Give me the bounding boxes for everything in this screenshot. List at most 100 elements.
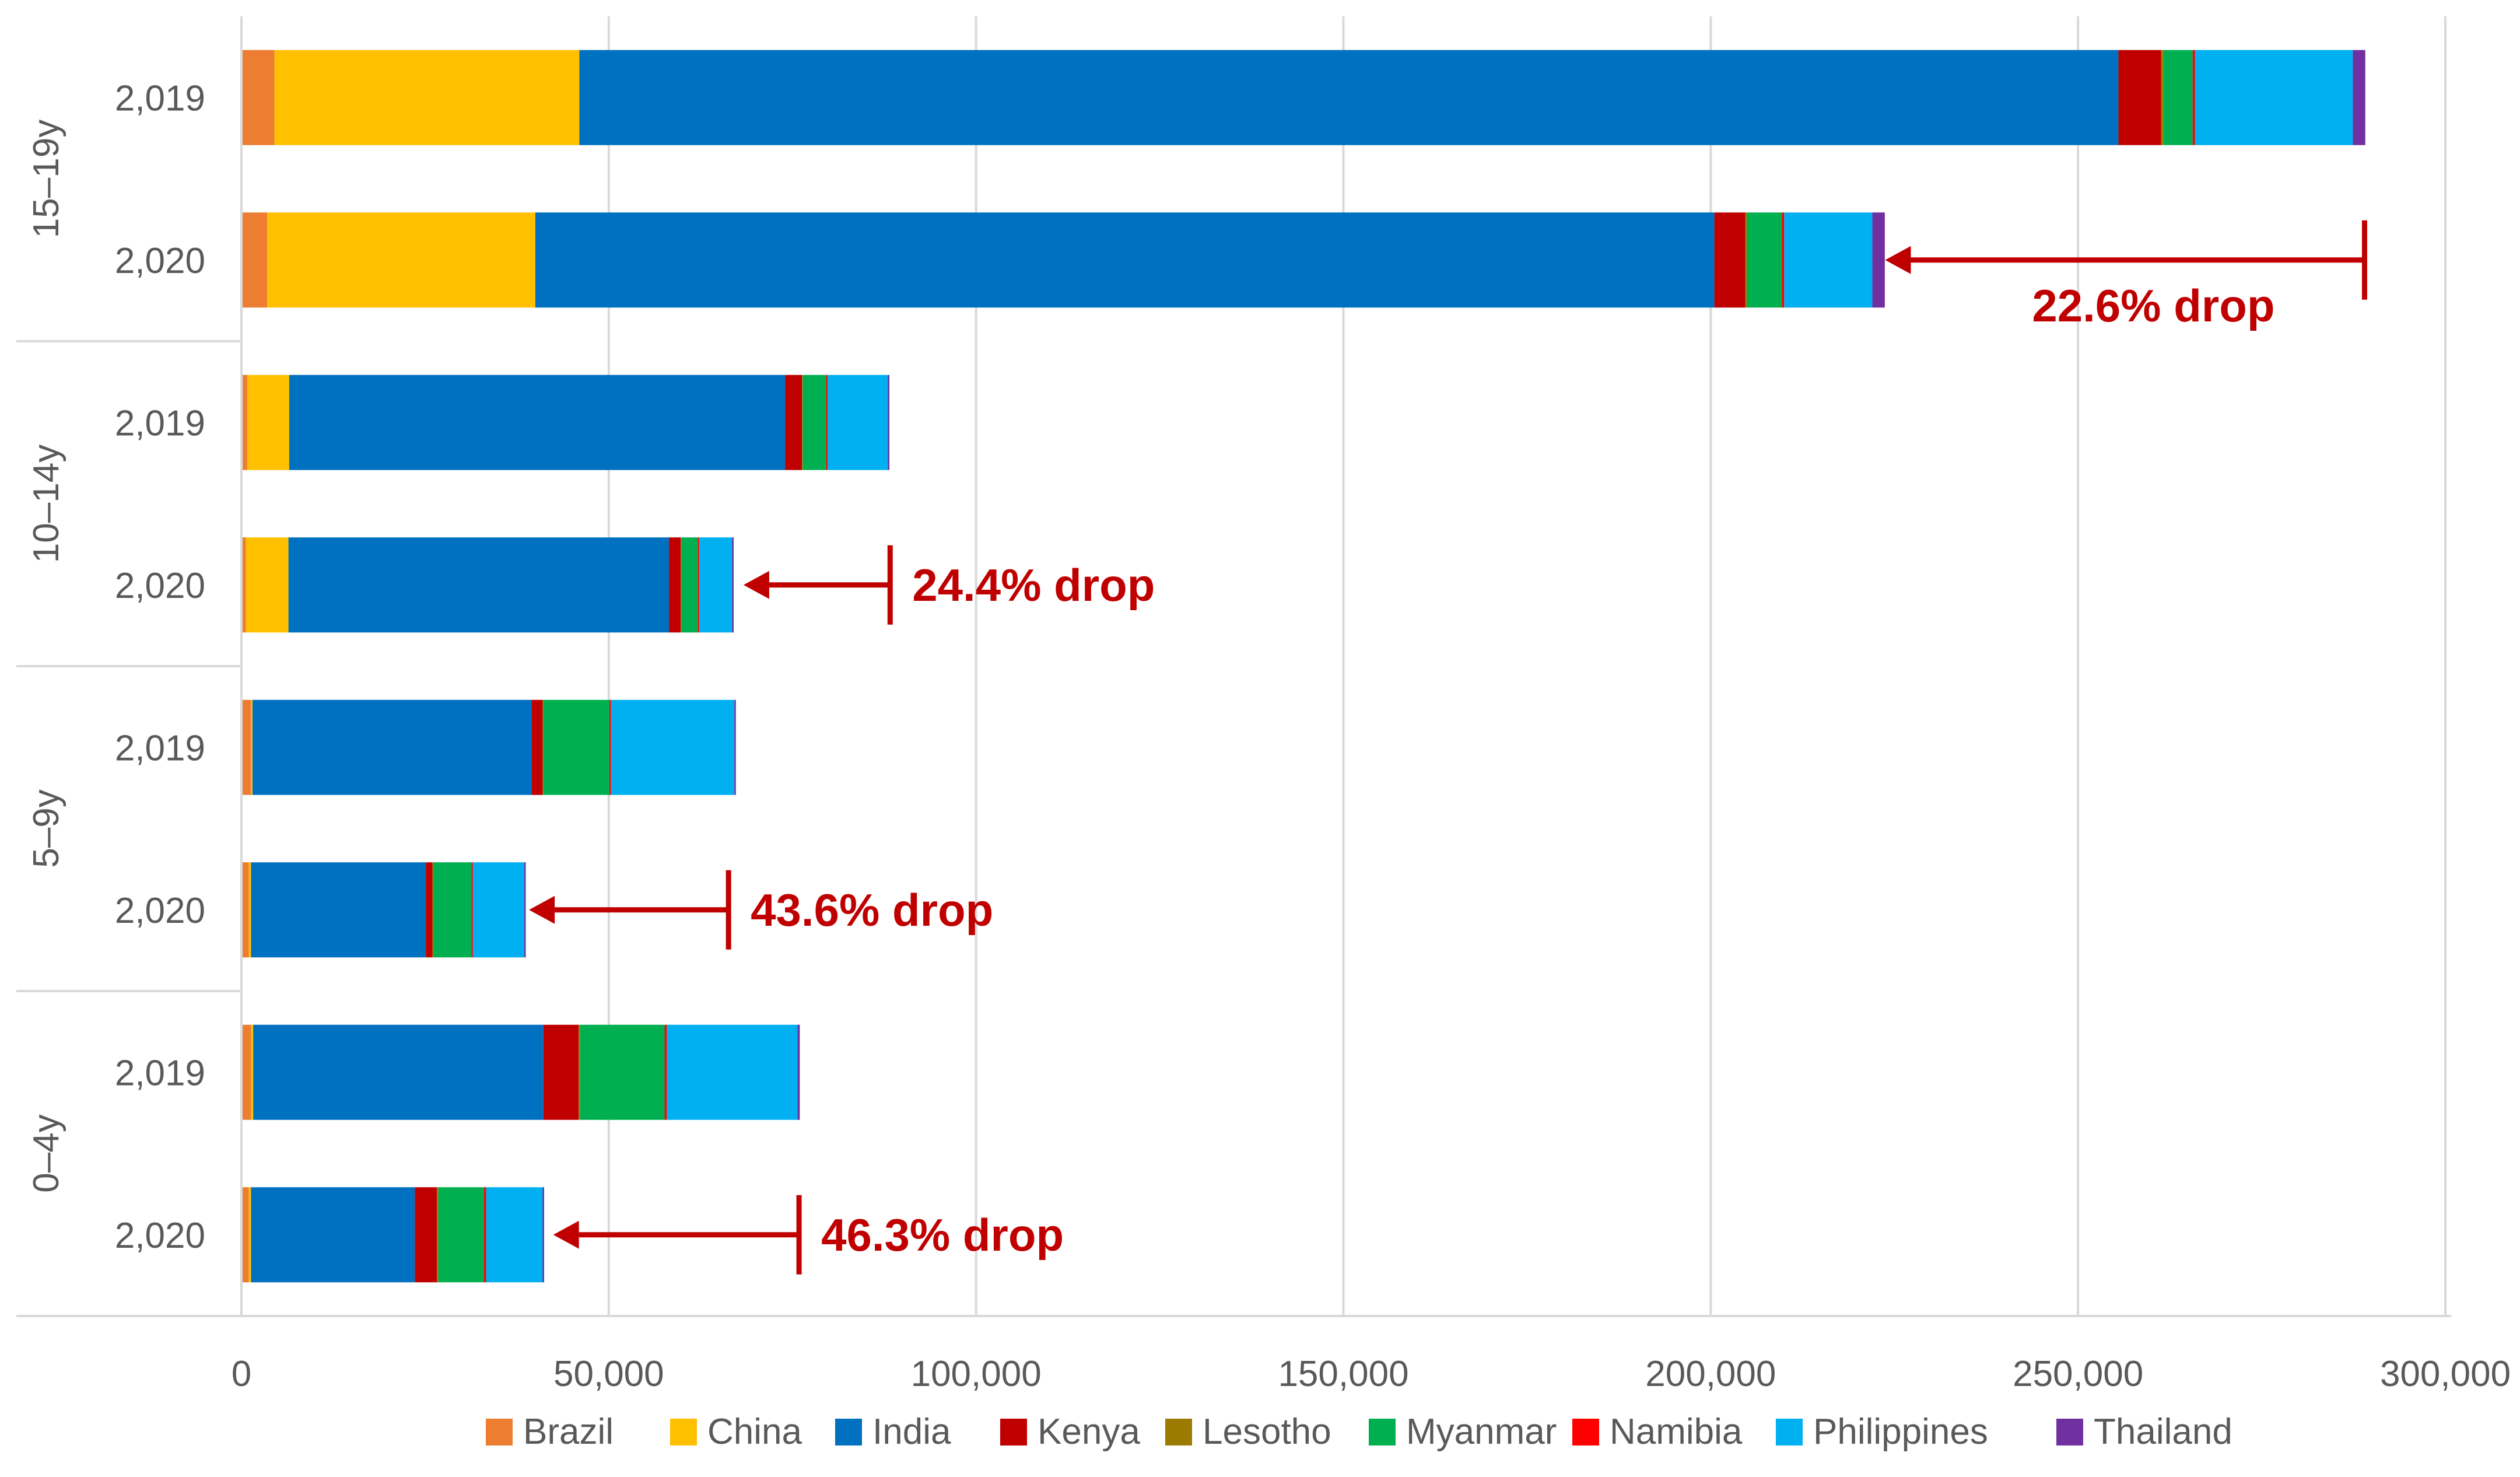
legend-swatch	[1165, 1419, 1192, 1446]
x-tick-label: 0	[232, 1354, 251, 1394]
legend-label: Brazil	[523, 1412, 614, 1452]
bar-segment-myanmar	[681, 537, 698, 633]
bar-segment-china	[246, 537, 289, 633]
axes: 0 50,000 100,000 150,000 200,000 250,000 300,0…	[16, 16, 2511, 1394]
bar-segment-china	[248, 1187, 251, 1283]
legend-item-thailand: Thailand	[2056, 1412, 2232, 1452]
annotation-arrow-head	[1885, 246, 1911, 274]
bar-segment-philippines	[828, 374, 888, 470]
bar-segment-namibia	[471, 862, 473, 958]
bar-segment-kenya	[426, 862, 433, 958]
bar-segment-india	[251, 862, 426, 958]
group-label: 0–4y	[26, 1114, 66, 1192]
bar-segment-brazil	[241, 374, 248, 470]
group-label: 5–9y	[26, 789, 66, 867]
legend-item-china: China	[670, 1412, 802, 1452]
bar-label: 2,020	[115, 241, 205, 281]
bar-label: 2,020	[115, 1216, 205, 1256]
bar-segment-kenya	[785, 374, 802, 470]
bar-segment-brazil	[241, 50, 275, 145]
bar-segment-india	[252, 699, 532, 795]
bar-segment-china	[267, 212, 535, 308]
bar-segment-kenya	[1714, 212, 1746, 308]
legend-item-india: India	[835, 1412, 951, 1452]
bar-segment-kenya	[531, 699, 543, 795]
bar-segment-namibia	[664, 1024, 667, 1120]
bar-segment-brazil	[241, 699, 251, 795]
legend: Brazil China India Kenya Lesotho Myanmar Namib…	[486, 1412, 2232, 1452]
x-tick-label: 300,000	[2380, 1354, 2511, 1394]
bar-label: 2,020	[115, 566, 205, 606]
bar-segment-brazil	[241, 212, 268, 308]
bar-segment-myanmar	[580, 1024, 665, 1120]
annotation-arrow-head	[529, 895, 555, 924]
bar-segment-china	[248, 862, 251, 958]
bar-segment-myanmar	[433, 862, 472, 958]
bar-segment-lesotho	[1745, 212, 1747, 308]
annotations: 22.6% drop 24.4% drop 43.6% drop 46.3% drop	[529, 220, 2367, 1275]
bar-segment-india	[251, 1187, 415, 1283]
annotation-arrow-head	[553, 1220, 579, 1249]
bars	[241, 50, 2365, 1283]
bar-segment-lesotho	[579, 1024, 580, 1120]
bar-segment-thailand	[1872, 212, 1885, 308]
bar-segment-namibia	[698, 537, 699, 633]
legend-label: China	[707, 1412, 802, 1452]
bar-label: 2,019	[115, 403, 205, 443]
annotation-label: 43.6% drop	[751, 884, 993, 936]
legend-item-lesotho: Lesotho	[1165, 1412, 1331, 1452]
annotation-arrow-head	[743, 570, 769, 599]
legend-label: Kenya	[1038, 1412, 1140, 1452]
bar-segment-myanmar	[1747, 212, 1782, 308]
bar-segment-lesotho	[542, 699, 544, 795]
bar-label: 2,019	[115, 78, 205, 118]
bar-segment-india	[253, 1024, 544, 1120]
bar-segment-thailand	[542, 1187, 544, 1283]
legend-swatch	[486, 1419, 513, 1446]
legend-swatch	[1776, 1419, 1803, 1446]
x-tick-label: 150,000	[1278, 1354, 1408, 1394]
legend-label: India	[872, 1412, 951, 1452]
legend-label: Myanmar	[1406, 1412, 1557, 1452]
bar-segment-philippines	[667, 1024, 798, 1120]
bar-segment-china	[251, 1024, 254, 1120]
bar-segment-kenya	[543, 1024, 579, 1120]
bar-segment-brazil	[241, 1024, 251, 1120]
bar-segment-india	[288, 537, 670, 633]
bar-segment-namibia	[483, 1187, 486, 1283]
bar-segment-india	[289, 374, 786, 470]
legend-label: Namibia	[1610, 1412, 1743, 1452]
bar-segment-brazil	[241, 1187, 249, 1283]
legend-swatch	[835, 1419, 862, 1446]
bar-label: 2,019	[115, 1053, 205, 1093]
bar-segment-lesotho	[2161, 50, 2164, 145]
legend-item-namibia: Namibia	[1572, 1412, 1743, 1452]
bar-segment-india	[579, 50, 2119, 145]
legend-swatch	[1369, 1419, 1396, 1446]
bar-segment-namibia	[609, 699, 611, 795]
bar-segment-philippines	[486, 1187, 543, 1283]
bar-segment-philippines	[2195, 50, 2353, 145]
bar-segment-myanmar	[802, 374, 826, 470]
x-tick-label: 200,000	[1645, 1354, 1776, 1394]
annotation-label: 24.4% drop	[912, 559, 1155, 611]
legend-swatch	[2056, 1419, 2083, 1446]
legend-item-myanmar: Myanmar	[1369, 1412, 1557, 1452]
legend-label: Lesotho	[1203, 1412, 1331, 1452]
x-tick-label: 250,000	[2013, 1354, 2143, 1394]
bar-segment-philippines	[611, 699, 735, 795]
bar-segment-china	[247, 374, 289, 470]
legend-label: Philippines	[1813, 1412, 1988, 1452]
bar-segment-kenya	[2118, 50, 2161, 145]
bar-segment-kenya	[415, 1187, 437, 1283]
bar-segment-thailand	[888, 374, 890, 470]
bar-segment-philippines	[472, 862, 524, 958]
bar-segment-india	[535, 212, 1715, 308]
gridlines	[607, 16, 2447, 1316]
bar-segment-brazil	[241, 862, 249, 958]
bar-segment-myanmar	[2163, 50, 2193, 145]
bar-label: 2,020	[115, 891, 205, 931]
bar-segment-namibia	[2192, 50, 2195, 145]
bar-label: 2,019	[115, 728, 205, 768]
